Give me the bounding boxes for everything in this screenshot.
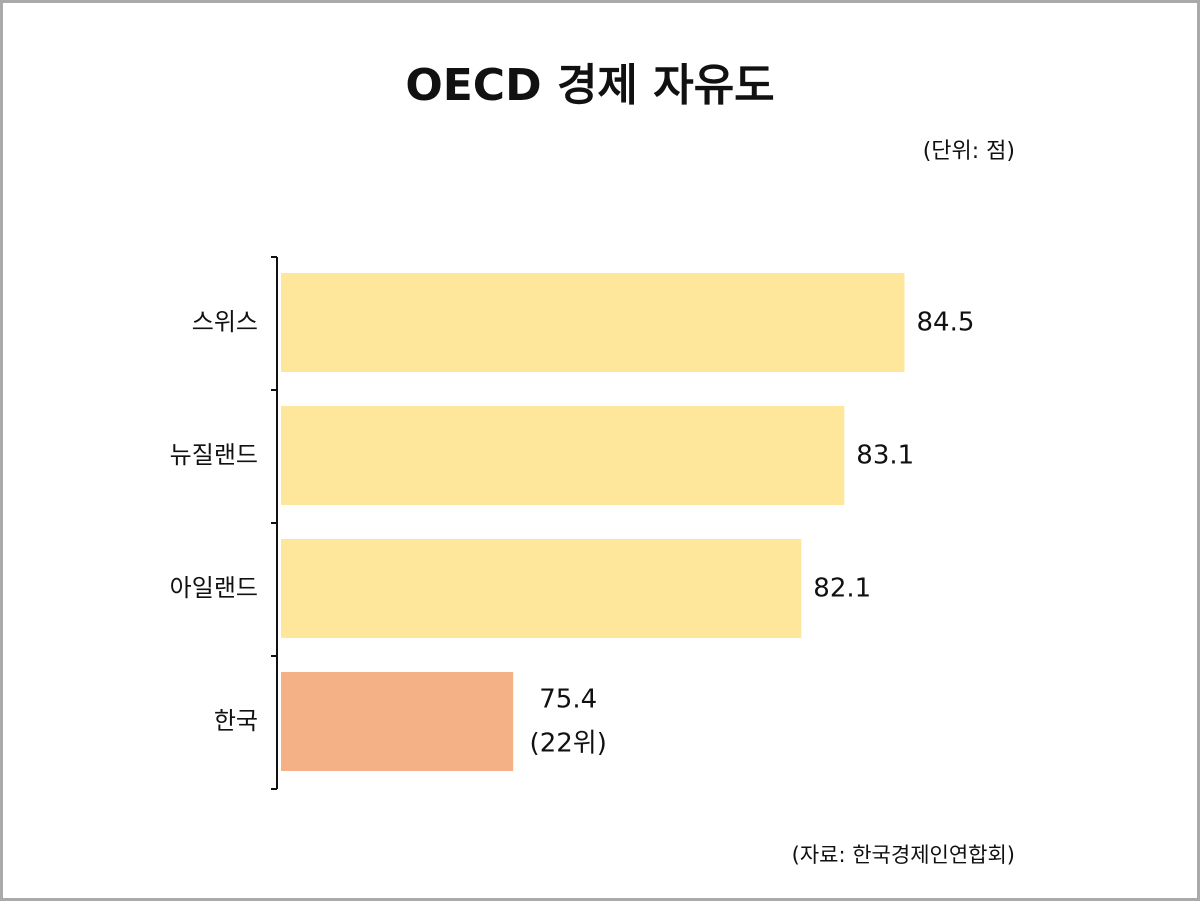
value-label: 84.5 [917,308,975,338]
category-label: 뉴질랜드 [170,441,258,469]
value-label: 83.1 [856,441,914,471]
unit-note: (단위: 점) [923,139,1015,164]
bar [281,273,905,372]
value-label: 82.1 [813,574,871,604]
category-label: 스위스 [192,308,258,336]
bar [281,672,514,771]
chart-title: OECD 경제 자유도 [405,60,774,111]
category-label: 한국 [214,707,258,735]
bar [281,406,845,505]
value-label: 75.4 [539,685,597,715]
bar [281,539,802,638]
category-label: 아일랜드 [170,574,258,602]
source-note: (자료: 한국경제인연합회) [792,843,1015,867]
annotation: (22위) [530,729,607,759]
